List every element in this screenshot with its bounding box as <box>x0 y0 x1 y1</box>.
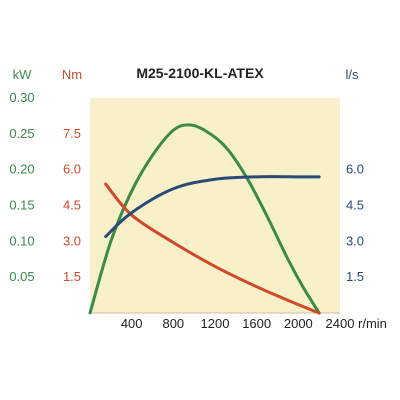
x-tick-label: 400 <box>121 316 143 331</box>
flow-tick-labels: 1.5 3.0 4.5 6.0 <box>346 162 364 284</box>
flow-tick-label: 3.0 <box>346 233 364 248</box>
torque-tick-label: 4.5 <box>63 198 81 213</box>
power-tick-label: 0.10 <box>9 233 34 248</box>
x-tick-label: 800 <box>162 316 184 331</box>
flow-tick-label: 4.5 <box>346 198 364 213</box>
power-tick-label: 0.30 <box>9 90 34 105</box>
plot-background <box>90 98 340 313</box>
flow-tick-label: 6.0 <box>346 162 364 177</box>
torque-axis-unit: Nm <box>62 67 82 82</box>
x-tick-labels: 400 800 1200 1600 2000 2400 <box>121 316 355 331</box>
torque-tick-label: 6.0 <box>63 162 81 177</box>
x-tick-label: 1200 <box>201 316 230 331</box>
x-tick-label: 1600 <box>242 316 271 331</box>
flow-tick-label: 1.5 <box>346 269 364 284</box>
power-tick-label: 0.20 <box>9 162 34 177</box>
flow-series-line <box>104 175 321 239</box>
power-axis-unit: kW <box>13 67 33 82</box>
torque-tick-label: 1.5 <box>63 269 81 284</box>
x-tick-label: 2000 <box>284 316 313 331</box>
chart-title: M25-2100-KL-ATEX <box>136 65 264 81</box>
series-layer <box>88 123 321 315</box>
torque-tick-label: 7.5 <box>63 126 81 141</box>
flow-axis-unit: l/s <box>346 67 360 82</box>
power-tick-label: 0.05 <box>9 269 34 284</box>
torque-tick-labels: 1.5 3.0 4.5 6.0 7.5 <box>63 126 81 284</box>
x-axis-unit: r/min <box>358 316 387 331</box>
torque-series-line <box>104 182 321 315</box>
power-tick-label: 0.25 <box>9 126 34 141</box>
x-tick-label: 2400 <box>326 316 355 331</box>
torque-tick-label: 3.0 <box>63 233 81 248</box>
power-tick-labels: 0.05 0.10 0.15 0.20 0.25 0.30 <box>9 90 34 284</box>
power-series-line <box>88 123 321 315</box>
power-tick-label: 0.15 <box>9 198 34 213</box>
